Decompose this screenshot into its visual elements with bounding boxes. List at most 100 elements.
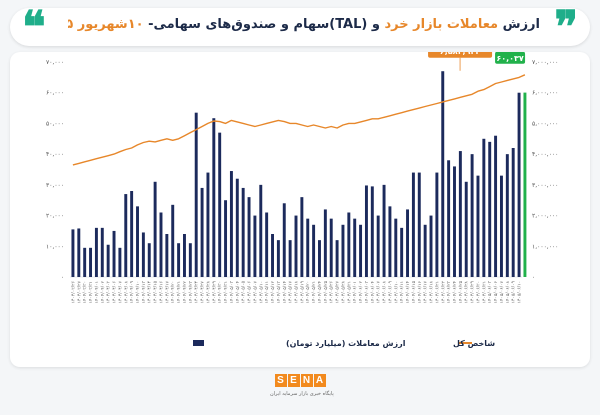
bar [224,200,228,277]
bar [388,206,392,277]
y-tick-right: ۵,۰۰۰,۰۰۰ [532,120,558,127]
x-tick-label: ۱۴۰۴/۰۵/۱۲ [270,280,276,303]
bar [300,197,304,277]
bar [218,132,222,277]
bar [71,229,75,277]
x-tick-label: ۱۴۰۵/۰۶/۰۶ [493,281,499,303]
x-tick-label: ۱۴۰۴/۰۶/۲۹ [470,280,476,303]
bar [318,240,321,277]
legend-bar-label: ارزش معاملات (میلیارد تومان) [286,339,406,349]
x-tick-label: ۱۴۰۴/۰۶/۱۶ [417,281,423,303]
x-tick-label: ۱۴۰۴/۰۴/۱۶ [158,281,164,303]
bar [447,160,451,277]
x-tick-label: ۱۴۰۴/۰۵/۱۴ [282,280,288,303]
bar [394,218,398,277]
x-tick-label: ۱۴۰۴/۰۶/۲۲ [440,280,446,303]
y-tick-left: ۷۰,۰۰۰ [46,59,64,66]
x-tick-label: ۱۴۰۴/۰۶/۱۱ [399,281,405,303]
x-tick-label: ۱۴۰۴/۰۵/۲۴ [317,280,323,303]
bar [165,234,169,277]
x-tick-label: ۱۴۰۴/۰۶/۰۴ [370,280,376,303]
y-tick-left: ۱۰,۰۰۰ [46,243,64,250]
bar [441,71,445,277]
x-tick-label: ۱۴۰۴/۰۴/۱۵ [153,280,159,303]
value-callout-box [495,52,526,64]
bar [106,244,110,277]
y-tick-left: ۵۰,۰۰۰ [46,120,64,127]
quote-left-icon: ❝ [22,2,46,53]
x-tick-label: ۱۴۰۴/۰۶/۲۴ [452,280,458,303]
legend-bar-swatch [193,340,204,346]
bar [505,154,509,277]
bar [247,197,251,277]
x-tick-label: ۱۴۰۴/۰۴/۱۳ [141,280,147,303]
bar [429,215,433,277]
x-tick-label: ۱۴۰۴/۰۴/۰۳ [106,280,112,303]
bar [294,215,298,277]
logo-letter: N [300,374,313,387]
bar [177,243,181,277]
bar [329,218,333,277]
bar [464,181,468,277]
x-tick-label: ۱۴۰۴/۰۴/۰۸ [123,280,129,303]
y-tick-right: ۴,۰۰۰,۰۰۰ [532,151,558,158]
page-title: ارزش معاملات بازار خرد و (TAL)سهام و صند… [68,17,540,32]
x-tick-label: ۱۴۰۴/۰۵/۱۰ [258,281,264,303]
bar [370,186,374,277]
bar [406,209,409,277]
x-tick-label: ۱۴۰۴/۰۴/۱۴ [147,280,153,303]
bar [159,212,163,277]
bar [288,240,292,277]
x-tick-label: ۱۴۰۴/۰۵/۲۱ [311,281,317,303]
x-tick-label: ۱۴۰۴/۰۴/۰۲ [100,280,106,303]
x-tick-label: ۱۴۰۴/۰۶/۱۰ [393,281,399,303]
bar [212,118,216,277]
title-part2: و (TAL)سهام و صندوق‌های سهامی- [143,17,385,32]
bar [458,151,462,277]
x-tick-label: ۱۴۰۴/۰۵/۱۱ [264,281,270,303]
bar [312,224,316,277]
bar [271,234,274,277]
bar [517,92,521,277]
legend-line-label: شاخص کل [453,339,495,349]
x-tick-label: ۱۴۰۵/۰۶/۰۷ [499,280,505,303]
x-tick-label: ۱۴۰۴/۰۶/۱۸ [429,280,435,303]
logo-letter: A [313,374,326,387]
title-date: ۱۰شهریور ۱۴۰۵ [68,17,144,32]
bar [482,138,486,277]
bar [347,212,351,277]
x-tick-label: ۱۴۰۴/۰۶/۳۱ [481,281,487,303]
x-tick-label: ۱۴۰۴/۰۴/۳۰ [217,281,223,303]
bar [77,228,81,277]
bar [153,181,157,277]
x-tick-label: ۱۴۰۴/۰۴/۲۷ [200,280,206,303]
index-line [72,74,526,166]
bar [494,135,498,277]
x-tick-label: ۱۴۰۴/۰۴/۲۳ [188,280,194,303]
bar [194,112,198,277]
bar [206,172,210,277]
x-tick-label: ۱۴۰۴/۰۵/۲۶ [329,281,335,303]
x-tick-label: ۱۴۰۴/۰۵/۰۷ [252,280,258,303]
x-tick-label: ۱۴۰۴/۰۶/۰۱ [352,281,358,303]
y-tick-right: ۰ [532,274,535,281]
bar [100,227,104,277]
x-tick-label: ۱۴۰۴/۰۵/۰۴ [235,280,241,303]
x-tick-label: ۱۴۰۴/۰۶/۲۱ [434,281,440,303]
bar [183,234,186,277]
bar [511,148,515,277]
value-callout-label: ۶۰,۰۳۷ [496,54,524,63]
bar [435,172,439,277]
logo-letter: S [274,374,287,387]
bar [411,172,415,277]
bar [136,206,139,277]
bar [130,191,134,277]
y-tick-right: ۳,۰۰۰,۰۰۰ [532,182,558,189]
index-callout-box [428,52,493,58]
bar [306,218,310,277]
x-tick-label: ۱۴۰۴/۰۶/۱۷ [423,280,429,303]
bar [94,227,98,277]
bar [364,185,368,277]
x-tick-label: ۱۴۰۴/۰۳/۲۷ [76,280,82,303]
